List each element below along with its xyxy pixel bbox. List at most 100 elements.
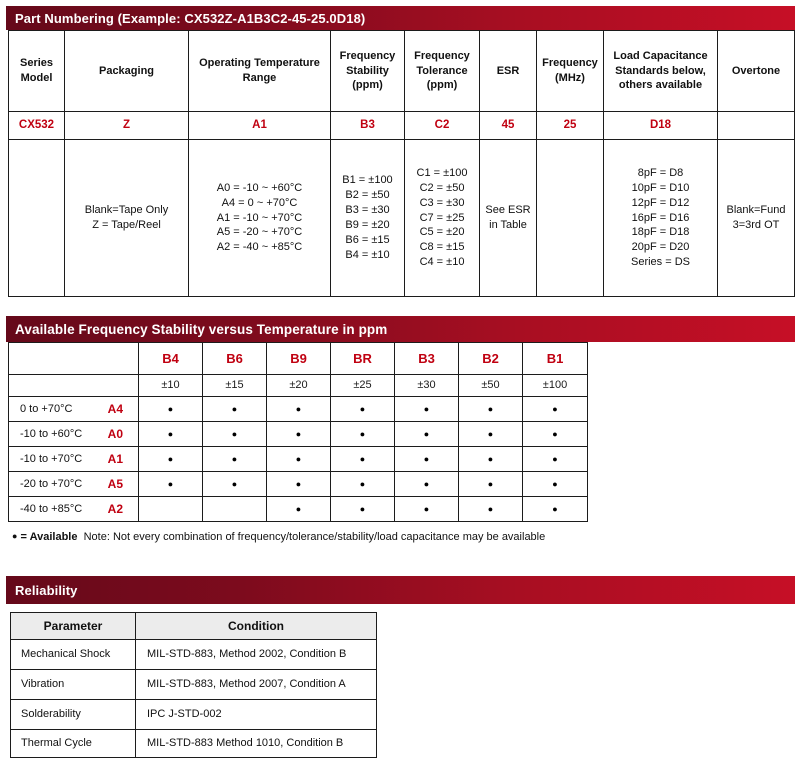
table-row: Solderability IPC J-STD-002 (11, 700, 376, 730)
availability-cell: ● (267, 422, 331, 446)
availability-cell: ● (331, 447, 395, 471)
example-code-packaging: Z (65, 112, 189, 139)
condition-cell: MIL-STD-883, Method 2007, Condition A (147, 678, 346, 691)
availability-cell: ● (267, 472, 331, 496)
stability-value: ±50 (459, 375, 523, 396)
details-operating-temperature-range: A0 = -10 ~ +60°C A4 = 0 ~ +70°C A1 = -10… (189, 140, 331, 296)
availability-cell: ● (331, 422, 395, 446)
stability-code-b6: B6 (203, 343, 267, 374)
temp-range-label: 0 to +70°C (20, 402, 73, 415)
header-operating-temperature-range: Operating Temperature Range (189, 31, 331, 111)
stability-matrix-title: Available Frequency Stability versus Tem… (15, 321, 388, 337)
temp-code: A2 (107, 501, 123, 516)
header-overtone: Overtone (731, 64, 781, 77)
details-load-capacitance: 8pF = D8 10pF = D10 12pF = D12 16pF = D1… (604, 140, 718, 296)
condition-cell: IPC J-STD-002 (147, 708, 222, 721)
stability-code-b3: B3 (395, 343, 459, 374)
header-esr: ESR (480, 31, 537, 111)
stability-code-br: BR (331, 343, 395, 374)
part-numbering-details-row: Blank=Tape Only Z = Tape/Reel A0 = -10 ~… (9, 140, 794, 296)
example-code-overtone (718, 112, 794, 139)
example-code-esr: 45 (480, 112, 537, 139)
corner-cell (9, 343, 139, 374)
table-row: Vibration MIL-STD-883, Method 2007, Cond… (11, 670, 376, 700)
details-overtone: Blank=Fund 3=3rd OT (726, 204, 786, 231)
details-frequency-mhz (537, 140, 604, 296)
reliability-title-bar: Reliability (6, 576, 795, 604)
header-load-capacitance: Load Capacitance Standards below, others… (604, 31, 718, 111)
matrix-row-a2: -40 to +85°C A2 ● ● ● ● ● (9, 497, 587, 521)
header-frequency-stability: Frequency Stability (ppm) (331, 31, 405, 111)
availability-cell: ● (459, 397, 523, 421)
availability-cell: ● (267, 497, 331, 521)
parameter-cell: Thermal Cycle (11, 730, 136, 757)
availability-cell: ● (552, 478, 558, 489)
availability-cell: ● (139, 422, 203, 446)
temp-range-cell: -20 to +70°C A5 (9, 472, 139, 496)
header-frequency-mhz: Frequency (MHz) (537, 31, 604, 111)
part-numbering-example-row: CX532 Z A1 B3 C2 45 25 D18 (9, 112, 794, 140)
stability-code-b4: B4 (139, 343, 203, 374)
matrix-row-a1: -10 to +70°C A1 ● ● ● ● ● ● ● (9, 447, 587, 472)
reliability-title: Reliability (15, 582, 78, 598)
stability-code-b1: B1 (546, 350, 564, 366)
available-dot-icon: ● (12, 531, 18, 541)
stability-code-row: B4 B6 B9 BR B3 B2 B1 (9, 343, 587, 375)
temp-code: A1 (107, 451, 123, 466)
stability-value: ±15 (203, 375, 267, 396)
details-series-model (9, 140, 65, 296)
matrix-row-a4: 0 to +70°C A4 ● ● ● ● ● ● ● (9, 397, 587, 422)
availability-cell: ● (459, 497, 523, 521)
part-numbering-header-row: Series Model Packaging Operating Tempera… (9, 31, 794, 112)
availability-cell: ● (203, 472, 267, 496)
header-condition: Condition (228, 618, 284, 633)
stability-code-b2: B2 (459, 343, 523, 374)
legend-available-label: = Available (20, 531, 78, 543)
details-packaging: Blank=Tape Only Z = Tape/Reel (65, 140, 189, 296)
details-frequency-stability: B1 = ±100 B2 = ±50 B3 = ±30 B9 = ±20 B6 … (331, 140, 405, 296)
example-code-temperature: A1 (189, 112, 331, 139)
part-numbering-title: Part Numbering (Example: CX532Z-A1B3C2-4… (15, 10, 366, 26)
temp-code: A0 (107, 426, 123, 441)
temp-code: A4 (107, 401, 123, 416)
note-text: Note: Not every combination of frequency… (83, 531, 546, 543)
matrix-row-a5: -20 to +70°C A5 ● ● ● ● ● ● ● (9, 472, 587, 497)
header-series-model: Series Model (9, 31, 65, 111)
parameter-cell: Solderability (11, 700, 136, 729)
matrix-row-a0: -10 to +60°C A0 ● ● ● ● ● ● ● (9, 422, 587, 447)
temp-range-label: -40 to +85°C (20, 502, 83, 515)
availability-cell: ● (203, 447, 267, 471)
stability-value-row: ±10 ±15 ±20 ±25 ±30 ±50 ±100 (9, 375, 587, 397)
temp-code: A5 (107, 476, 123, 491)
availability-cell: ● (459, 447, 523, 471)
reliability-table: Parameter Condition Mechanical Shock MIL… (10, 612, 377, 758)
availability-cell: ● (459, 472, 523, 496)
availability-cell: ● (139, 397, 203, 421)
availability-cell: ● (395, 497, 459, 521)
temp-range-label: -20 to +70°C (20, 477, 83, 490)
example-code-frequency: 25 (537, 112, 604, 139)
example-code-tolerance: C2 (405, 112, 480, 139)
stability-value: ±100 (542, 379, 568, 392)
temp-range-cell: -10 to +70°C A1 (9, 447, 139, 471)
header-frequency-tolerance: Frequency Tolerance (ppm) (405, 31, 480, 111)
stability-matrix-title-bar: Available Frequency Stability versus Tem… (6, 316, 795, 342)
availability-note: ● = Available Note: Not every combinatio… (12, 531, 545, 543)
temp-range-cell: -40 to +85°C A2 (9, 497, 139, 521)
availability-cell: ● (267, 397, 331, 421)
parameter-cell: Mechanical Shock (11, 640, 136, 669)
part-numbering-table: Series Model Packaging Operating Tempera… (8, 30, 795, 297)
availability-cell: ● (139, 447, 203, 471)
availability-cell: ● (552, 428, 558, 439)
temp-range-label: -10 to +70°C (20, 452, 83, 465)
table-row: Thermal Cycle MIL-STD-883 Method 1010, C… (11, 730, 376, 757)
example-code-stability: B3 (331, 112, 405, 139)
availability-cell: ● (331, 497, 395, 521)
availability-cell: ● (395, 397, 459, 421)
example-code-load-capacitance: D18 (604, 112, 718, 139)
parameter-cell: Vibration (11, 670, 136, 699)
availability-cell: ● (267, 447, 331, 471)
reliability-header-row: Parameter Condition (11, 613, 376, 640)
stability-value: ±10 (139, 375, 203, 396)
